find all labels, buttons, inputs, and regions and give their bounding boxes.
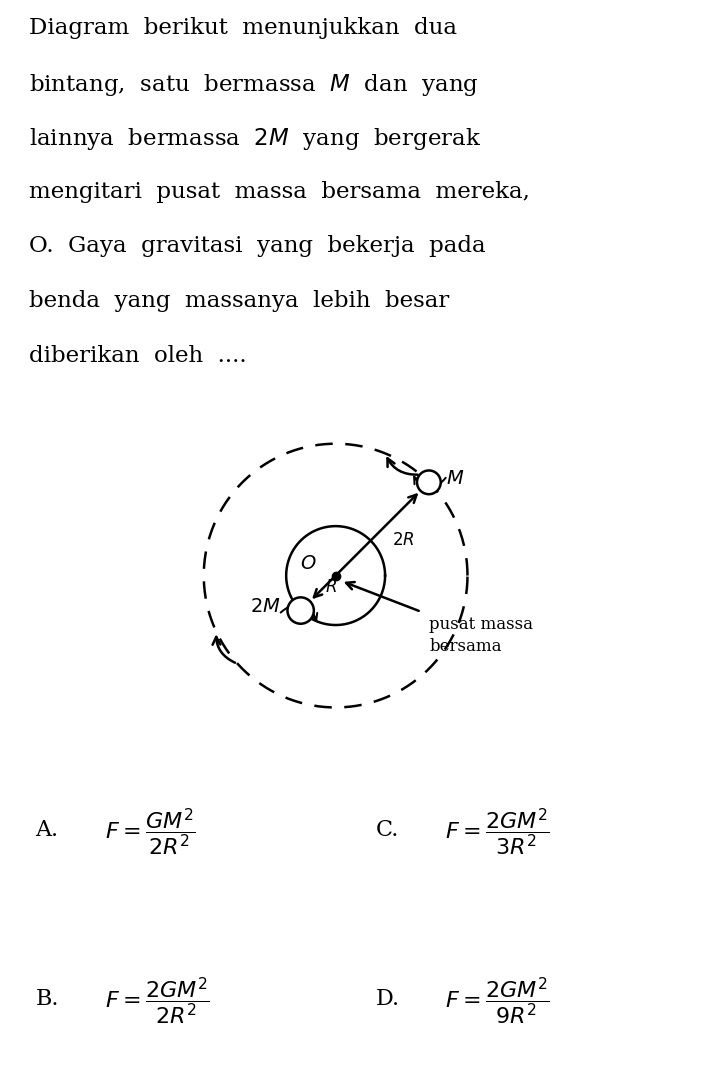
Text: D.: D. — [376, 988, 400, 1010]
Text: bintang,  satu  bermassa  $M$  dan  yang: bintang, satu bermassa $M$ dan yang — [28, 72, 479, 98]
Circle shape — [287, 597, 313, 623]
Text: $F = \dfrac{2GM^2}{9R^2}$: $F = \dfrac{2GM^2}{9R^2}$ — [445, 975, 550, 1027]
Text: Diagram  berikut  menunjukkan  dua: Diagram berikut menunjukkan dua — [28, 17, 457, 39]
Text: $2R$: $2R$ — [392, 532, 415, 550]
Text: C.: C. — [376, 819, 399, 841]
Text: $F = \dfrac{2GM^2}{3R^2}$: $F = \dfrac{2GM^2}{3R^2}$ — [445, 806, 550, 858]
Text: lainnya  bermassa  $2M$  yang  bergerak: lainnya bermassa $2M$ yang bergerak — [28, 126, 481, 152]
Text: $R$: $R$ — [325, 579, 337, 596]
Text: $2M$: $2M$ — [251, 598, 281, 616]
Text: A.: A. — [35, 819, 59, 841]
Text: $O$: $O$ — [300, 555, 316, 572]
Text: $M$: $M$ — [446, 470, 464, 488]
Text: B.: B. — [35, 988, 59, 1010]
Text: mengitari  pusat  massa  bersama  mereka,: mengitari pusat massa bersama mereka, — [28, 181, 529, 203]
Text: pusat massa
bersama: pusat massa bersama — [429, 617, 534, 655]
Text: $F = \dfrac{GM^2}{2R^2}$: $F = \dfrac{GM^2}{2R^2}$ — [105, 806, 195, 858]
Text: $F = \dfrac{2GM^2}{2R^2}$: $F = \dfrac{2GM^2}{2R^2}$ — [105, 975, 209, 1027]
Text: benda  yang  massanya  lebih  besar: benda yang massanya lebih besar — [28, 290, 449, 312]
Text: diberikan  oleh  ....: diberikan oleh .... — [28, 344, 246, 367]
Text: O.  Gaya  gravitasi  yang  bekerja  pada: O. Gaya gravitasi yang bekerja pada — [28, 236, 485, 257]
Circle shape — [417, 470, 441, 494]
